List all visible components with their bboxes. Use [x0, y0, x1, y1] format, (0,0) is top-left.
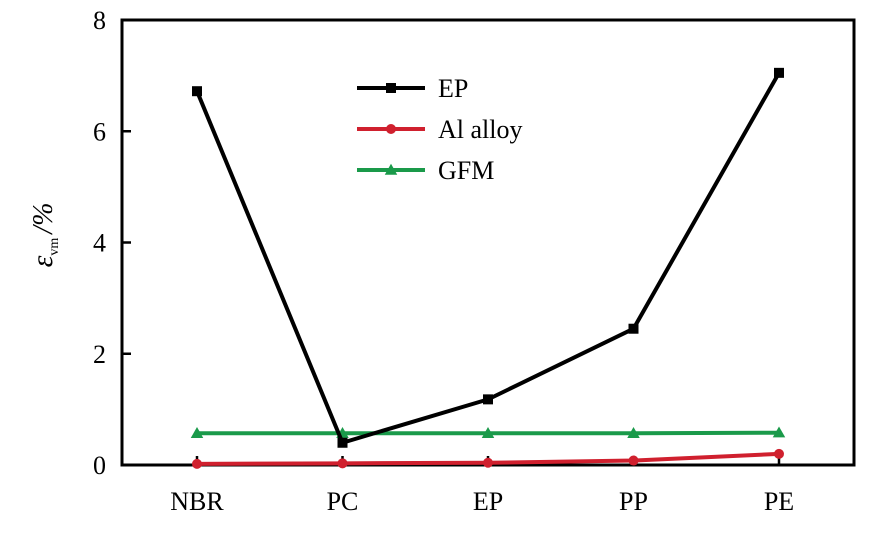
legend-label: EP	[438, 74, 468, 103]
data-point-ep	[483, 394, 493, 405]
data-point-ep	[337, 437, 348, 448]
legend-marker	[386, 83, 396, 93]
y-axis-symbol: ε	[26, 255, 59, 267]
y-axis-unit: /%	[28, 203, 59, 236]
x-tick-label: EP	[473, 487, 503, 516]
legend-item-gfm: GFM	[357, 156, 494, 185]
data-point-ep	[774, 67, 784, 78]
data-point-al-alloy	[774, 448, 784, 459]
x-tick-label: NBR	[170, 487, 224, 516]
y-tick-label: 2	[93, 340, 106, 369]
x-tick-label: PC	[327, 487, 359, 516]
y-tick-label: 6	[93, 117, 106, 146]
y-tick-label: 4	[93, 229, 106, 258]
data-point-al-alloy	[628, 455, 639, 466]
y-tick-label: 0	[93, 451, 106, 480]
data-point-al-alloy	[483, 457, 493, 468]
y-tick-label: 8	[93, 6, 106, 35]
legend-label: Al alloy	[438, 115, 523, 144]
data-point-gfm	[627, 427, 640, 438]
legend-label: GFM	[438, 156, 494, 185]
data-point-al-alloy	[337, 458, 348, 469]
legend-marker	[386, 124, 396, 134]
legend-item-ep: EP	[357, 74, 468, 103]
data-point-ep	[628, 323, 639, 334]
y-axis-label: εvm /%	[26, 203, 62, 268]
legend-marker	[384, 163, 398, 175]
legend-item-al-alloy: Al alloy	[357, 115, 523, 144]
plot-layer: 0 2 4 6 8 NBR PC EP PP PE EP Al alloy GFM	[93, 6, 856, 516]
y-axis-subscript: vm	[47, 238, 62, 256]
x-tick-label: PE	[764, 487, 794, 516]
series-al-alloy	[192, 448, 784, 469]
data-point-gfm	[190, 427, 204, 438]
series-ep	[192, 67, 784, 448]
data-point-al-alloy	[192, 458, 202, 469]
data-point-gfm	[772, 426, 786, 438]
data-point-ep	[192, 86, 202, 97]
data-point-gfm	[481, 427, 495, 438]
series-gfm	[190, 426, 786, 438]
legend: EP Al alloy GFM	[357, 74, 523, 185]
x-tick-label: PP	[619, 487, 648, 516]
